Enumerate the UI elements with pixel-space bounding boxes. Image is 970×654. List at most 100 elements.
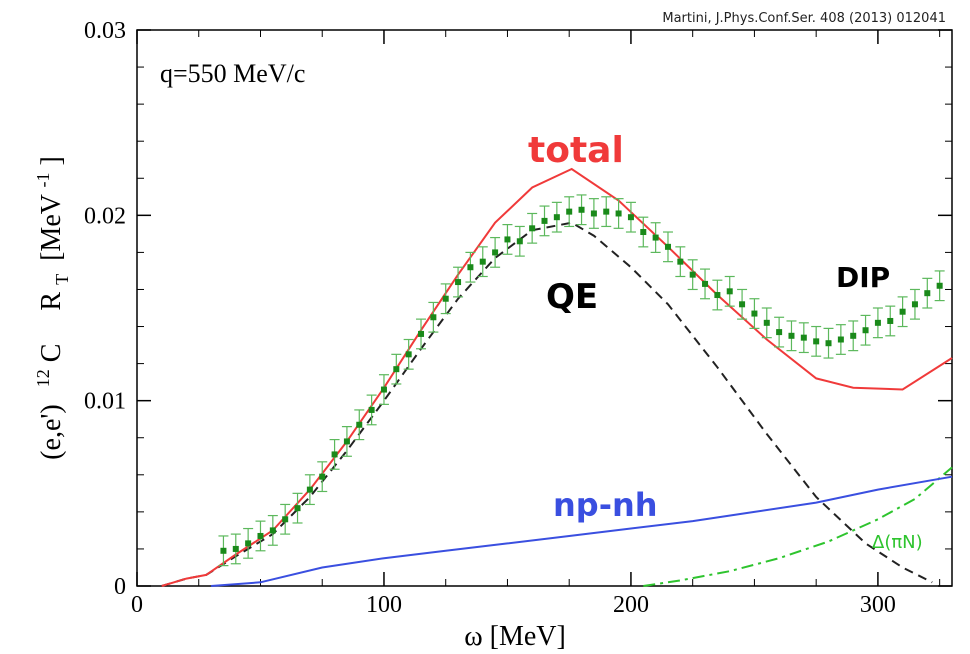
data-point (354, 409, 365, 441)
data-point (255, 520, 266, 552)
data-marker (282, 516, 289, 523)
data-point (687, 259, 698, 291)
data-marker (677, 258, 684, 265)
data-point (527, 212, 538, 244)
kinematics-label: q=550 MeV/c (160, 59, 305, 88)
x-axis-label: ω [MeV] (464, 621, 566, 652)
data-point (835, 324, 846, 355)
delta-curve (643, 466, 953, 587)
data-marker (813, 338, 820, 345)
data-marker (504, 236, 511, 243)
data-point (885, 305, 896, 337)
data-point (934, 270, 945, 302)
data-marker (578, 206, 585, 213)
delta-annotation: Δ(πN) (872, 532, 923, 553)
npnh-curve (211, 475, 953, 587)
data-marker (911, 301, 918, 308)
data-marker (751, 310, 758, 317)
data-marker (455, 279, 462, 286)
data-point (576, 194, 587, 226)
citation: Martini, J.Phys.Conf.Ser. 408 (2013) 012… (662, 11, 946, 26)
data-marker (566, 208, 573, 215)
axis-ticks: 0 100 200 300 0 0.01 0.02 0.03 (84, 18, 952, 618)
data-point (700, 268, 711, 300)
plot-frame (136, 29, 953, 587)
data-marker (418, 330, 425, 337)
data-point (218, 535, 229, 567)
data-point (662, 231, 673, 263)
data-marker (529, 225, 536, 232)
data-point (539, 205, 550, 237)
data-point (378, 374, 389, 405)
data-marker (405, 351, 412, 358)
data-point (304, 474, 315, 506)
dip-annotation: DIP (836, 261, 890, 294)
data-marker (590, 210, 597, 217)
data-point (267, 514, 278, 546)
data-point (823, 327, 834, 359)
data-point (613, 198, 624, 229)
data-marker (664, 243, 671, 250)
data-marker (899, 308, 906, 315)
data-marker (850, 332, 857, 339)
npnh-annotation: np-nh (553, 486, 658, 524)
total-curve (161, 167, 953, 587)
data-marker (269, 527, 276, 534)
data-point (724, 275, 735, 307)
data-point (761, 307, 772, 339)
data-marker (739, 301, 746, 308)
data-marker (442, 295, 449, 302)
data-point (329, 438, 340, 470)
data-marker (800, 334, 807, 341)
data-point (440, 283, 451, 315)
data-marker (331, 451, 338, 458)
data-point (786, 320, 797, 352)
data-point (798, 322, 809, 354)
data-marker (627, 214, 634, 221)
data-marker (380, 386, 387, 393)
data-marker (343, 438, 350, 445)
data-marker (924, 290, 931, 297)
data-point (428, 301, 439, 333)
data-marker (714, 292, 721, 299)
data-point (292, 492, 303, 524)
data-point (564, 196, 575, 228)
qe-annotation: QE (546, 277, 598, 317)
data-marker (294, 505, 301, 512)
data-marker (479, 258, 486, 265)
data-marker (516, 238, 523, 245)
data-marker (393, 366, 400, 373)
data-point (872, 307, 883, 339)
data-marker (936, 282, 943, 289)
data-marker (788, 332, 795, 339)
data-point (243, 527, 254, 559)
data-marker (615, 210, 622, 217)
data-marker (825, 340, 832, 347)
data-point (341, 426, 352, 457)
data-marker (776, 329, 783, 336)
data-marker (887, 317, 894, 324)
data-marker (232, 545, 239, 552)
data-point (811, 325, 822, 357)
data-marker (763, 319, 770, 326)
data-point (909, 288, 920, 320)
data-marker (874, 319, 881, 326)
x-tick-label: 200 (613, 592, 649, 618)
data-point (465, 251, 476, 283)
data-marker (862, 327, 869, 334)
data-point (848, 320, 859, 352)
data-point (280, 503, 291, 535)
data-point (477, 246, 488, 278)
data-point (922, 277, 933, 309)
data-point (502, 224, 513, 255)
data-point (403, 338, 414, 370)
data-marker (603, 208, 610, 215)
y-tick-label: 0.02 (84, 203, 126, 229)
data-point (317, 461, 328, 493)
data-point (601, 196, 612, 228)
data-marker (368, 406, 375, 413)
data-marker (726, 288, 733, 295)
data-point (366, 394, 377, 426)
data-marker (541, 217, 548, 224)
